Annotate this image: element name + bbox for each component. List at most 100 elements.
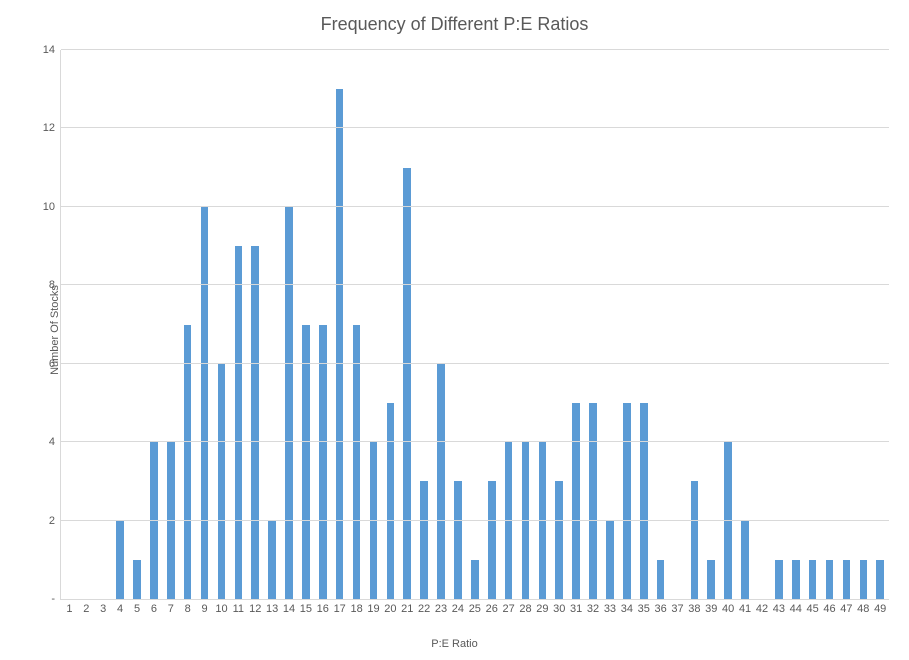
bar-slot: 16 xyxy=(314,50,331,599)
bar xyxy=(319,325,327,600)
x-tick-label: 31 xyxy=(570,599,582,615)
y-tick-label: - xyxy=(51,593,61,605)
bars-group: 1234567891011121314151617181920212223242… xyxy=(61,50,889,599)
x-tick-label: 37 xyxy=(671,599,683,615)
bar xyxy=(201,207,209,599)
bar-slot: 14 xyxy=(281,50,298,599)
x-tick-label: 9 xyxy=(202,599,208,615)
x-tick-label: 38 xyxy=(688,599,700,615)
bar-slot: 48 xyxy=(855,50,872,599)
bar-slot: 41 xyxy=(737,50,754,599)
x-tick-label: 4 xyxy=(117,599,123,615)
bar xyxy=(657,560,665,599)
bar xyxy=(116,521,124,599)
bar xyxy=(420,481,428,599)
bar-slot: 38 xyxy=(686,50,703,599)
x-tick-label: 6 xyxy=(151,599,157,615)
x-tick-label: 2 xyxy=(83,599,89,615)
gridline xyxy=(61,206,889,207)
bar xyxy=(843,560,851,599)
x-tick-label: 14 xyxy=(283,599,295,615)
x-tick-label: 49 xyxy=(874,599,886,615)
bar-slot: 8 xyxy=(179,50,196,599)
bar xyxy=(724,442,732,599)
x-tick-label: 30 xyxy=(553,599,565,615)
bar xyxy=(403,168,411,599)
x-tick-label: 17 xyxy=(334,599,346,615)
y-tick-label: 4 xyxy=(49,436,61,448)
bar-slot: 35 xyxy=(635,50,652,599)
bar xyxy=(353,325,361,600)
bar-slot: 27 xyxy=(500,50,517,599)
bar-slot: 4 xyxy=(112,50,129,599)
bar xyxy=(251,246,259,599)
bar xyxy=(572,403,580,599)
bar xyxy=(505,442,513,599)
x-tick-label: 41 xyxy=(739,599,751,615)
x-tick-label: 21 xyxy=(401,599,413,615)
bar xyxy=(471,560,479,599)
y-tick-label: 8 xyxy=(49,279,61,291)
bar-slot: 45 xyxy=(804,50,821,599)
x-tick-label: 35 xyxy=(638,599,650,615)
x-tick-label: 28 xyxy=(519,599,531,615)
bar xyxy=(623,403,631,599)
bar-slot: 33 xyxy=(602,50,619,599)
bar-slot: 44 xyxy=(787,50,804,599)
bar-slot: 1 xyxy=(61,50,78,599)
bar-slot: 31 xyxy=(568,50,585,599)
y-tick-label: 14 xyxy=(43,44,61,56)
bar-slot: 30 xyxy=(551,50,568,599)
bar-slot: 34 xyxy=(618,50,635,599)
bar-slot: 47 xyxy=(838,50,855,599)
x-tick-label: 11 xyxy=(233,599,244,615)
gridline xyxy=(61,284,889,285)
x-tick-label: 13 xyxy=(266,599,278,615)
x-tick-label: 27 xyxy=(502,599,514,615)
bar-slot: 13 xyxy=(264,50,281,599)
bar xyxy=(285,207,293,599)
bar-slot: 15 xyxy=(297,50,314,599)
bar xyxy=(707,560,715,599)
bar xyxy=(792,560,800,599)
y-tick-label: 10 xyxy=(43,201,61,213)
x-tick-label: 1 xyxy=(66,599,72,615)
bar xyxy=(454,481,462,599)
bar-slot: 21 xyxy=(399,50,416,599)
gridline xyxy=(61,127,889,128)
bar xyxy=(775,560,783,599)
bar-slot: 3 xyxy=(95,50,112,599)
bar xyxy=(150,442,158,599)
x-tick-label: 47 xyxy=(840,599,852,615)
bar-slot: 24 xyxy=(449,50,466,599)
x-tick-label: 23 xyxy=(435,599,447,615)
gridline xyxy=(61,363,889,364)
bar xyxy=(555,481,563,599)
x-tick-label: 3 xyxy=(100,599,106,615)
bar-slot: 11 xyxy=(230,50,247,599)
chart-container: Frequency of Different P:E Ratios Number… xyxy=(0,0,909,660)
bar xyxy=(809,560,817,599)
x-tick-label: 33 xyxy=(604,599,616,615)
bar xyxy=(691,481,699,599)
bar xyxy=(437,364,445,599)
gridline xyxy=(61,49,889,50)
bar-slot: 18 xyxy=(348,50,365,599)
x-tick-label: 8 xyxy=(185,599,191,615)
x-axis-label: P:E Ratio xyxy=(0,638,909,650)
x-tick-label: 46 xyxy=(823,599,835,615)
bar xyxy=(640,403,648,599)
bar xyxy=(826,560,834,599)
bar-slot: 43 xyxy=(770,50,787,599)
bar xyxy=(876,560,884,599)
bar xyxy=(488,481,496,599)
bar xyxy=(741,521,749,599)
bar-slot: 49 xyxy=(872,50,889,599)
x-tick-label: 12 xyxy=(249,599,261,615)
x-tick-label: 19 xyxy=(367,599,379,615)
bar xyxy=(387,403,395,599)
bar xyxy=(302,325,310,600)
bar-slot: 10 xyxy=(213,50,230,599)
x-tick-label: 5 xyxy=(134,599,140,615)
x-tick-label: 40 xyxy=(722,599,734,615)
